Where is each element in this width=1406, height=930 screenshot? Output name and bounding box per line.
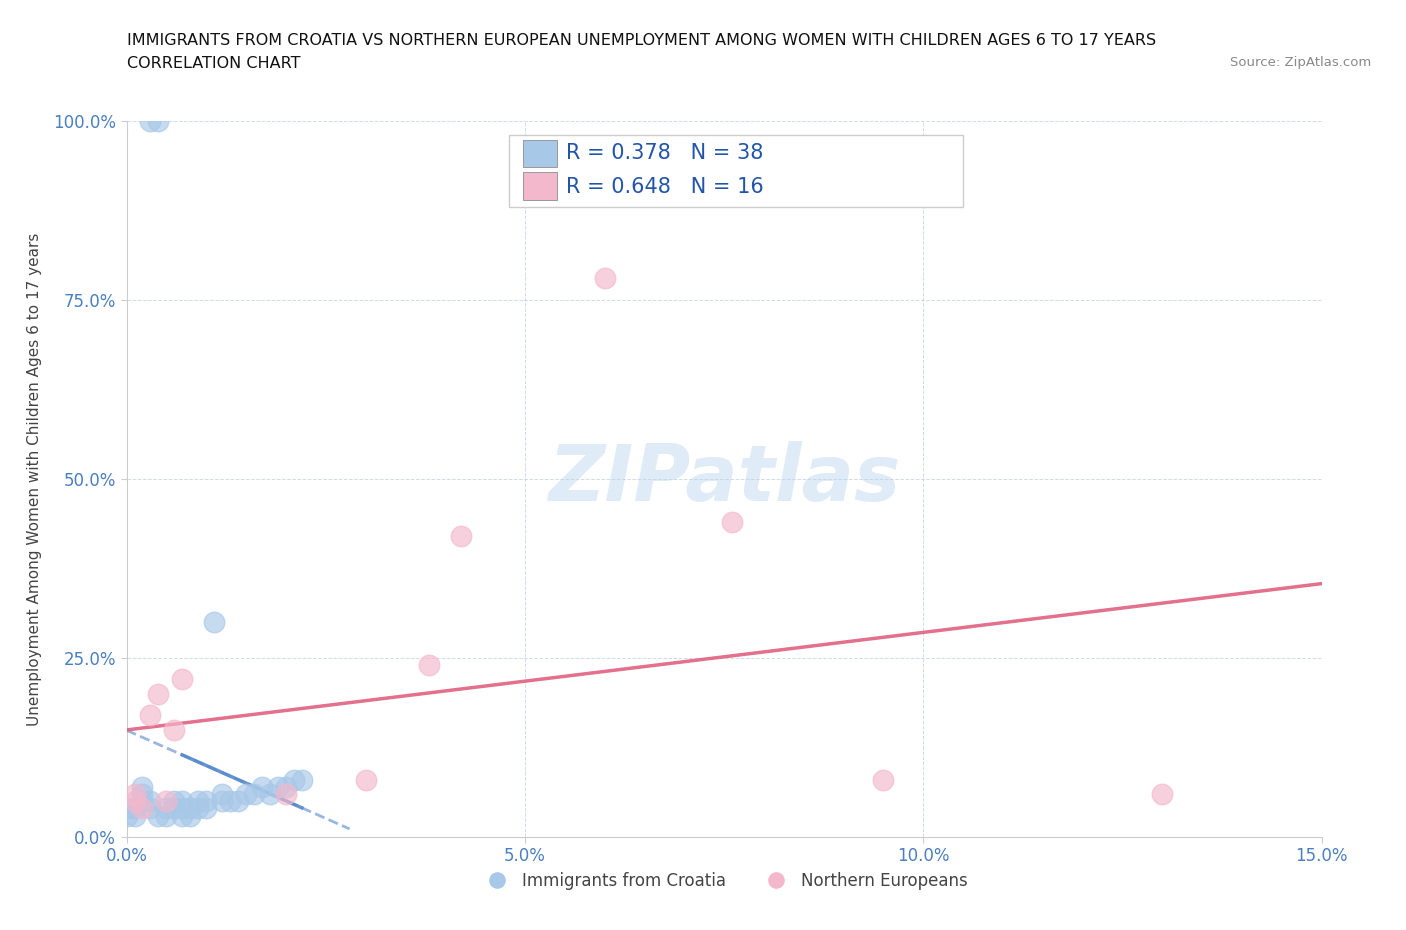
- Point: [593, 271, 616, 286]
- Point: [235, 787, 257, 802]
- Point: [211, 794, 233, 809]
- Point: [172, 672, 194, 687]
- Text: Source: ZipAtlas.com: Source: ZipAtlas.com: [1230, 56, 1371, 69]
- Point: [872, 772, 894, 787]
- Point: [139, 794, 162, 809]
- Text: ZIPatlas: ZIPatlas: [548, 441, 900, 517]
- Legend: Immigrants from Croatia, Northern Europeans: Immigrants from Croatia, Northern Europe…: [474, 865, 974, 897]
- Text: IMMIGRANTS FROM CROATIA VS NORTHERN EUROPEAN UNEMPLOYMENT AMONG WOMEN WITH CHILD: IMMIGRANTS FROM CROATIA VS NORTHERN EURO…: [127, 33, 1156, 47]
- Point: [195, 794, 218, 809]
- Point: [115, 808, 138, 823]
- Text: CORRELATION CHART: CORRELATION CHART: [127, 56, 299, 71]
- Point: [1152, 787, 1174, 802]
- Point: [179, 808, 201, 823]
- Point: [187, 794, 209, 809]
- Point: [139, 801, 162, 816]
- Point: [267, 779, 290, 794]
- Y-axis label: Unemployment Among Women with Children Ages 6 to 17 years: Unemployment Among Women with Children A…: [27, 232, 42, 725]
- FancyBboxPatch shape: [509, 135, 963, 206]
- Point: [155, 794, 177, 809]
- Point: [172, 801, 194, 816]
- Point: [219, 794, 242, 809]
- Point: [354, 772, 377, 787]
- Point: [721, 514, 744, 529]
- Point: [139, 708, 162, 723]
- Point: [115, 801, 138, 816]
- Point: [250, 779, 273, 794]
- Point: [155, 801, 177, 816]
- Point: [450, 529, 472, 544]
- Point: [274, 779, 297, 794]
- Point: [259, 787, 281, 802]
- Point: [202, 615, 225, 630]
- Point: [155, 808, 177, 823]
- Point: [163, 801, 186, 816]
- Point: [163, 722, 186, 737]
- Point: [172, 808, 194, 823]
- Point: [124, 794, 146, 809]
- Point: [124, 787, 146, 802]
- Point: [291, 772, 314, 787]
- Point: [148, 686, 170, 701]
- Point: [124, 801, 146, 816]
- Point: [187, 801, 209, 816]
- Point: [148, 113, 170, 128]
- Point: [131, 801, 153, 816]
- Point: [274, 787, 297, 802]
- Point: [131, 787, 153, 802]
- Point: [124, 808, 146, 823]
- Text: R = 0.378   N = 38: R = 0.378 N = 38: [567, 143, 763, 163]
- Bar: [523, 140, 557, 166]
- Point: [195, 801, 218, 816]
- Point: [243, 787, 266, 802]
- Bar: [523, 172, 557, 200]
- Point: [418, 658, 440, 672]
- Text: R = 0.648   N = 16: R = 0.648 N = 16: [567, 177, 763, 197]
- Point: [131, 779, 153, 794]
- Point: [172, 794, 194, 809]
- Point: [148, 808, 170, 823]
- Point: [131, 794, 153, 809]
- Point: [211, 787, 233, 802]
- Point: [179, 801, 201, 816]
- Point: [139, 113, 162, 128]
- Point: [226, 794, 249, 809]
- Point: [283, 772, 305, 787]
- Point: [163, 794, 186, 809]
